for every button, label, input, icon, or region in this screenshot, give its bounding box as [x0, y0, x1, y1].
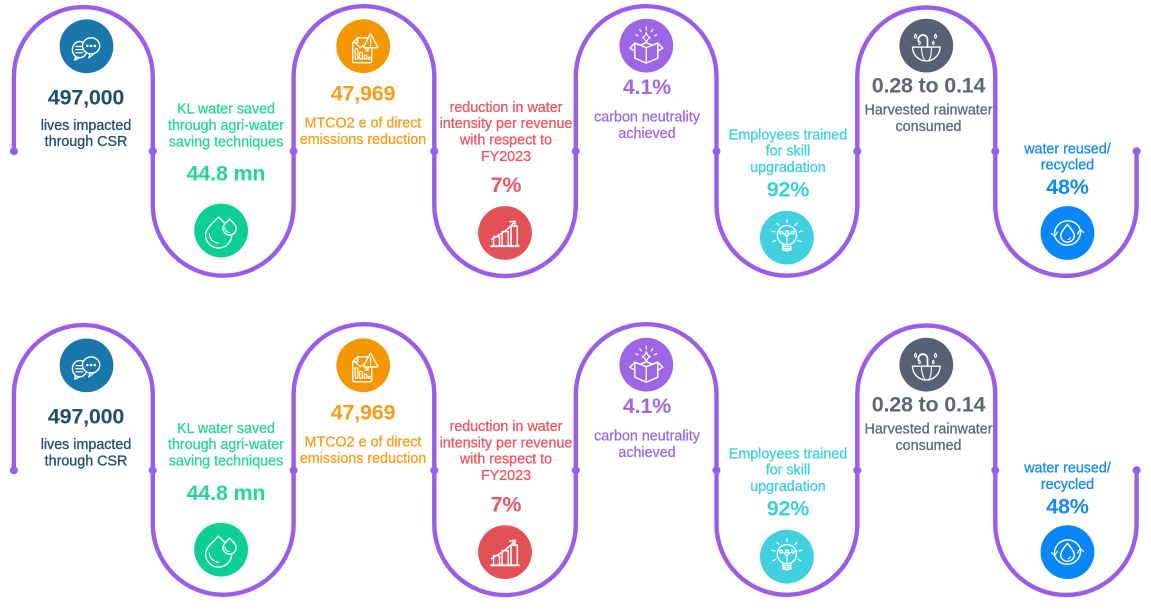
svg-text:recycled: recycled [1041, 158, 1094, 174]
svg-text:Harvested rainwater: Harvested rainwater [865, 103, 993, 119]
svg-text:44.8 mn: 44.8 mn [187, 481, 266, 505]
svg-text:Employees trained: Employees trained [729, 127, 847, 143]
svg-text:through CSR: through CSR [45, 453, 128, 469]
svg-text:water reused/: water reused/ [1023, 461, 1111, 477]
svg-text:water reused/: water reused/ [1023, 141, 1111, 157]
svg-text:for skill: for skill [766, 144, 810, 160]
svg-text:92%: 92% [767, 177, 810, 201]
svg-text:carbon neutrality: carbon neutrality [594, 109, 701, 125]
svg-text:with respect to: with respect to [459, 452, 552, 468]
svg-text:497,000: 497,000 [48, 85, 125, 109]
svg-text:47,969: 47,969 [331, 81, 396, 105]
svg-text:reduction in water: reduction in water [450, 419, 563, 435]
svg-text:through agri-water: through agri-water [168, 437, 284, 453]
svg-text:47,969: 47,969 [331, 400, 396, 424]
svg-text:intensity per revenue: intensity per revenue [440, 116, 573, 132]
svg-text:saving techniques: saving techniques [169, 454, 283, 470]
svg-text:7%: 7% [491, 173, 522, 197]
svg-text:4.1%: 4.1% [623, 394, 671, 418]
svg-text:48%: 48% [1046, 175, 1089, 199]
svg-text:0.28 to 0.14: 0.28 to 0.14 [872, 392, 986, 416]
svg-text:FY2023: FY2023 [481, 468, 531, 484]
svg-text:upgradation: upgradation [750, 479, 826, 495]
svg-text:0.28 to 0.14: 0.28 to 0.14 [872, 73, 986, 97]
svg-text:KL water saved: KL water saved [177, 102, 275, 118]
svg-text:7%: 7% [491, 492, 522, 516]
svg-text:reduction in water: reduction in water [450, 100, 563, 116]
svg-text:consumed: consumed [896, 119, 962, 135]
svg-text:MTCO2 e of direct: MTCO2 e of direct [305, 116, 422, 132]
svg-text:48%: 48% [1046, 494, 1089, 518]
svg-text:497,000: 497,000 [48, 404, 125, 428]
svg-text:saving techniques: saving techniques [169, 135, 283, 151]
svg-text:emissions reduction: emissions reduction [300, 451, 426, 467]
svg-text:with respect to: with respect to [459, 133, 552, 149]
svg-text:through CSR: through CSR [45, 134, 128, 150]
svg-text:lives impacted: lives impacted [41, 118, 132, 134]
svg-text:carbon neutrality: carbon neutrality [594, 429, 701, 445]
svg-text:recycled: recycled [1041, 477, 1094, 493]
svg-text:through agri-water: through agri-water [168, 118, 284, 134]
svg-text:achieved: achieved [618, 126, 675, 142]
svg-text:92%: 92% [767, 497, 810, 521]
svg-text:lives impacted: lives impacted [41, 437, 132, 453]
svg-text:upgradation: upgradation [750, 160, 826, 176]
svg-text:FY2023: FY2023 [481, 149, 531, 165]
svg-text:Employees trained: Employees trained [729, 446, 847, 462]
svg-text:KL water saved: KL water saved [177, 421, 275, 437]
svg-text:consumed: consumed [896, 438, 962, 454]
svg-text:Harvested rainwater: Harvested rainwater [865, 422, 993, 438]
svg-text:for skill: for skill [766, 463, 810, 479]
svg-text:4.1%: 4.1% [623, 75, 671, 99]
svg-text:achieved: achieved [618, 445, 675, 461]
svg-text:emissions reduction: emissions reduction [300, 132, 426, 148]
svg-text:intensity per revenue: intensity per revenue [440, 435, 573, 451]
svg-text:MTCO2 e of direct: MTCO2 e of direct [305, 435, 422, 451]
svg-text:44.8 mn: 44.8 mn [187, 162, 266, 186]
